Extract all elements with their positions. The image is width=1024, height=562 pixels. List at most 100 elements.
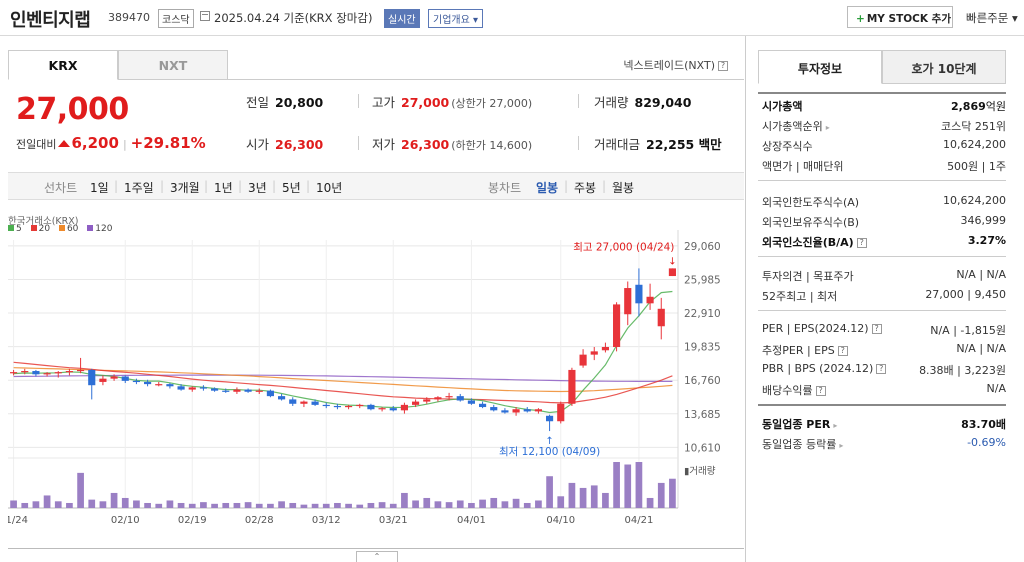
help-icon[interactable]: ? — [837, 346, 848, 356]
period-monthly[interactable]: 월봉 — [612, 181, 635, 195]
volume-bar — [490, 497, 498, 508]
candle — [88, 369, 96, 386]
ma120-swatch — [87, 225, 94, 231]
ma120-line — [13, 374, 673, 382]
ma120-label: 120 — [95, 224, 113, 234]
tab-krx[interactable]: KRX — [8, 50, 118, 80]
row-label: 외국인한도주식수(A) — [762, 196, 860, 209]
volume-bar — [10, 500, 17, 508]
volume-bar — [602, 492, 609, 508]
stat-label: 전일 — [246, 95, 270, 110]
stat-label: 고가 — [372, 95, 396, 110]
separator: | — [238, 179, 243, 193]
stat-high: 고가 27,000 (상한가 27,000) — [372, 92, 532, 111]
candle — [568, 369, 576, 404]
realtime-button[interactable]: 실시간 — [384, 9, 420, 28]
volume-bar — [166, 500, 174, 508]
tab-investment-info[interactable]: 투자정보 — [758, 50, 882, 84]
candle-chart-label[interactable]: 봉차트 — [488, 181, 522, 195]
nxt-trade-info[interactable]: 넥스트레이드(NXT)? — [623, 57, 728, 73]
candle — [657, 308, 665, 327]
candle — [311, 401, 319, 405]
my-stock-add-button[interactable]: + MY STOCK 추가 — [847, 6, 953, 28]
industry-per-row[interactable]: 동일업종 PER ▸ 83.70배 — [762, 416, 1006, 432]
company-overview-button[interactable]: 기업개요 ▾ — [428, 9, 484, 28]
divider — [578, 136, 579, 150]
help-icon[interactable]: ? — [856, 238, 867, 248]
candle — [244, 389, 252, 392]
industry-change-row[interactable]: 동일업종 등락률 ▸ -0.69% — [762, 436, 1006, 452]
volume-bar — [523, 502, 531, 508]
price-change: 전일대비 6,200 | +29.81% — [16, 134, 206, 152]
divider — [758, 310, 1006, 311]
market-cap-rank-row[interactable]: 시가총액순위 ▸ 코스닥 251위 — [762, 118, 1006, 134]
pbr-row: PBR | BPS (2024.12)? 8.38배 | 3,223원 — [762, 362, 1006, 377]
separator: | — [564, 179, 569, 193]
volume-bar — [32, 501, 40, 508]
period-weekly[interactable]: 주봉 — [574, 181, 597, 195]
volume-bar — [300, 504, 308, 508]
candle — [479, 403, 487, 408]
row-label: 배당수익률 — [762, 384, 813, 397]
par-value-row: 액면가 | 매매단위 500원 | 1주 — [762, 158, 1006, 174]
market-cap-row: 시가총액 2,869억원 — [762, 98, 1006, 114]
period-1w[interactable]: 1주일 — [124, 181, 154, 195]
ma20-swatch — [30, 225, 37, 231]
candle — [423, 399, 431, 402]
help-icon[interactable]: ? — [718, 61, 728, 71]
period-1d[interactable]: 1일 — [90, 181, 109, 195]
help-icon[interactable]: ? — [871, 324, 882, 334]
quick-order-button[interactable]: 빠른주문 ▾ — [966, 10, 1018, 26]
line-chart-label[interactable]: 선차트 — [44, 181, 78, 195]
tab-orderbook[interactable]: 호가 10단계 — [882, 50, 1006, 84]
row-label: 투자의견 | 목표주가 — [762, 270, 854, 283]
volume-bar — [468, 502, 475, 508]
candle — [445, 396, 453, 398]
volume-bar — [267, 503, 274, 508]
row-value: 10,624,200 — [943, 138, 1006, 151]
period-daily[interactable]: 일봉 — [536, 181, 559, 195]
row-label: PER | EPS(2024.12) — [762, 322, 869, 335]
candle — [300, 401, 308, 404]
collapse-button[interactable]: ⌃ — [356, 551, 398, 562]
market-tabs: KRX NXT — [8, 50, 744, 80]
candle — [65, 371, 73, 373]
period-3m[interactable]: 3개월 — [170, 181, 200, 195]
volume-bar — [177, 502, 185, 508]
volume-bar — [144, 502, 151, 508]
volume-bar — [133, 500, 140, 508]
ma20-line — [13, 361, 673, 404]
week52-row: 52주최고 | 최저 27,000 | 9,450 — [762, 288, 1006, 304]
volume-label: ▮거래량 — [684, 465, 716, 477]
volume-bar — [624, 464, 632, 508]
candle — [199, 387, 207, 389]
candle — [166, 384, 174, 387]
period-5y[interactable]: 5년 — [282, 181, 301, 195]
period-1y[interactable]: 1년 — [214, 181, 233, 195]
candle — [356, 404, 364, 407]
row-value: 500원 | 1주 — [947, 160, 1006, 173]
foreign-ratio-row: 외국인소진율(B/A)? 3.27% — [762, 234, 1006, 250]
volume-bar — [289, 502, 297, 508]
tab-nxt[interactable]: NXT — [118, 50, 228, 80]
volume-bar — [311, 503, 319, 508]
candle — [434, 397, 442, 400]
volume-bar — [546, 476, 553, 508]
x-tick-label: 01/24 — [8, 515, 28, 526]
up-arrow-icon — [58, 140, 71, 147]
help-icon[interactable]: ? — [876, 364, 887, 374]
x-tick-label: 02/19 — [178, 515, 207, 526]
period-10y[interactable]: 10년 — [316, 181, 343, 195]
volume-bar — [456, 500, 464, 508]
divider — [358, 136, 359, 150]
help-icon[interactable]: ? — [815, 386, 826, 396]
candle — [211, 388, 219, 391]
volume-bar — [121, 497, 129, 508]
candle — [378, 408, 386, 410]
chevron-down-icon: ▾ — [473, 15, 479, 26]
period-3y[interactable]: 3년 — [248, 181, 267, 195]
y-tick-label: 25,985 — [684, 274, 721, 286]
price-chart[interactable]: 29,060 25,985 22,910 19,835 16,760 13,685 10,6… — [8, 230, 744, 530]
row-value: 10,624,200 — [943, 194, 1006, 207]
y-tick-label: 19,835 — [684, 342, 721, 354]
